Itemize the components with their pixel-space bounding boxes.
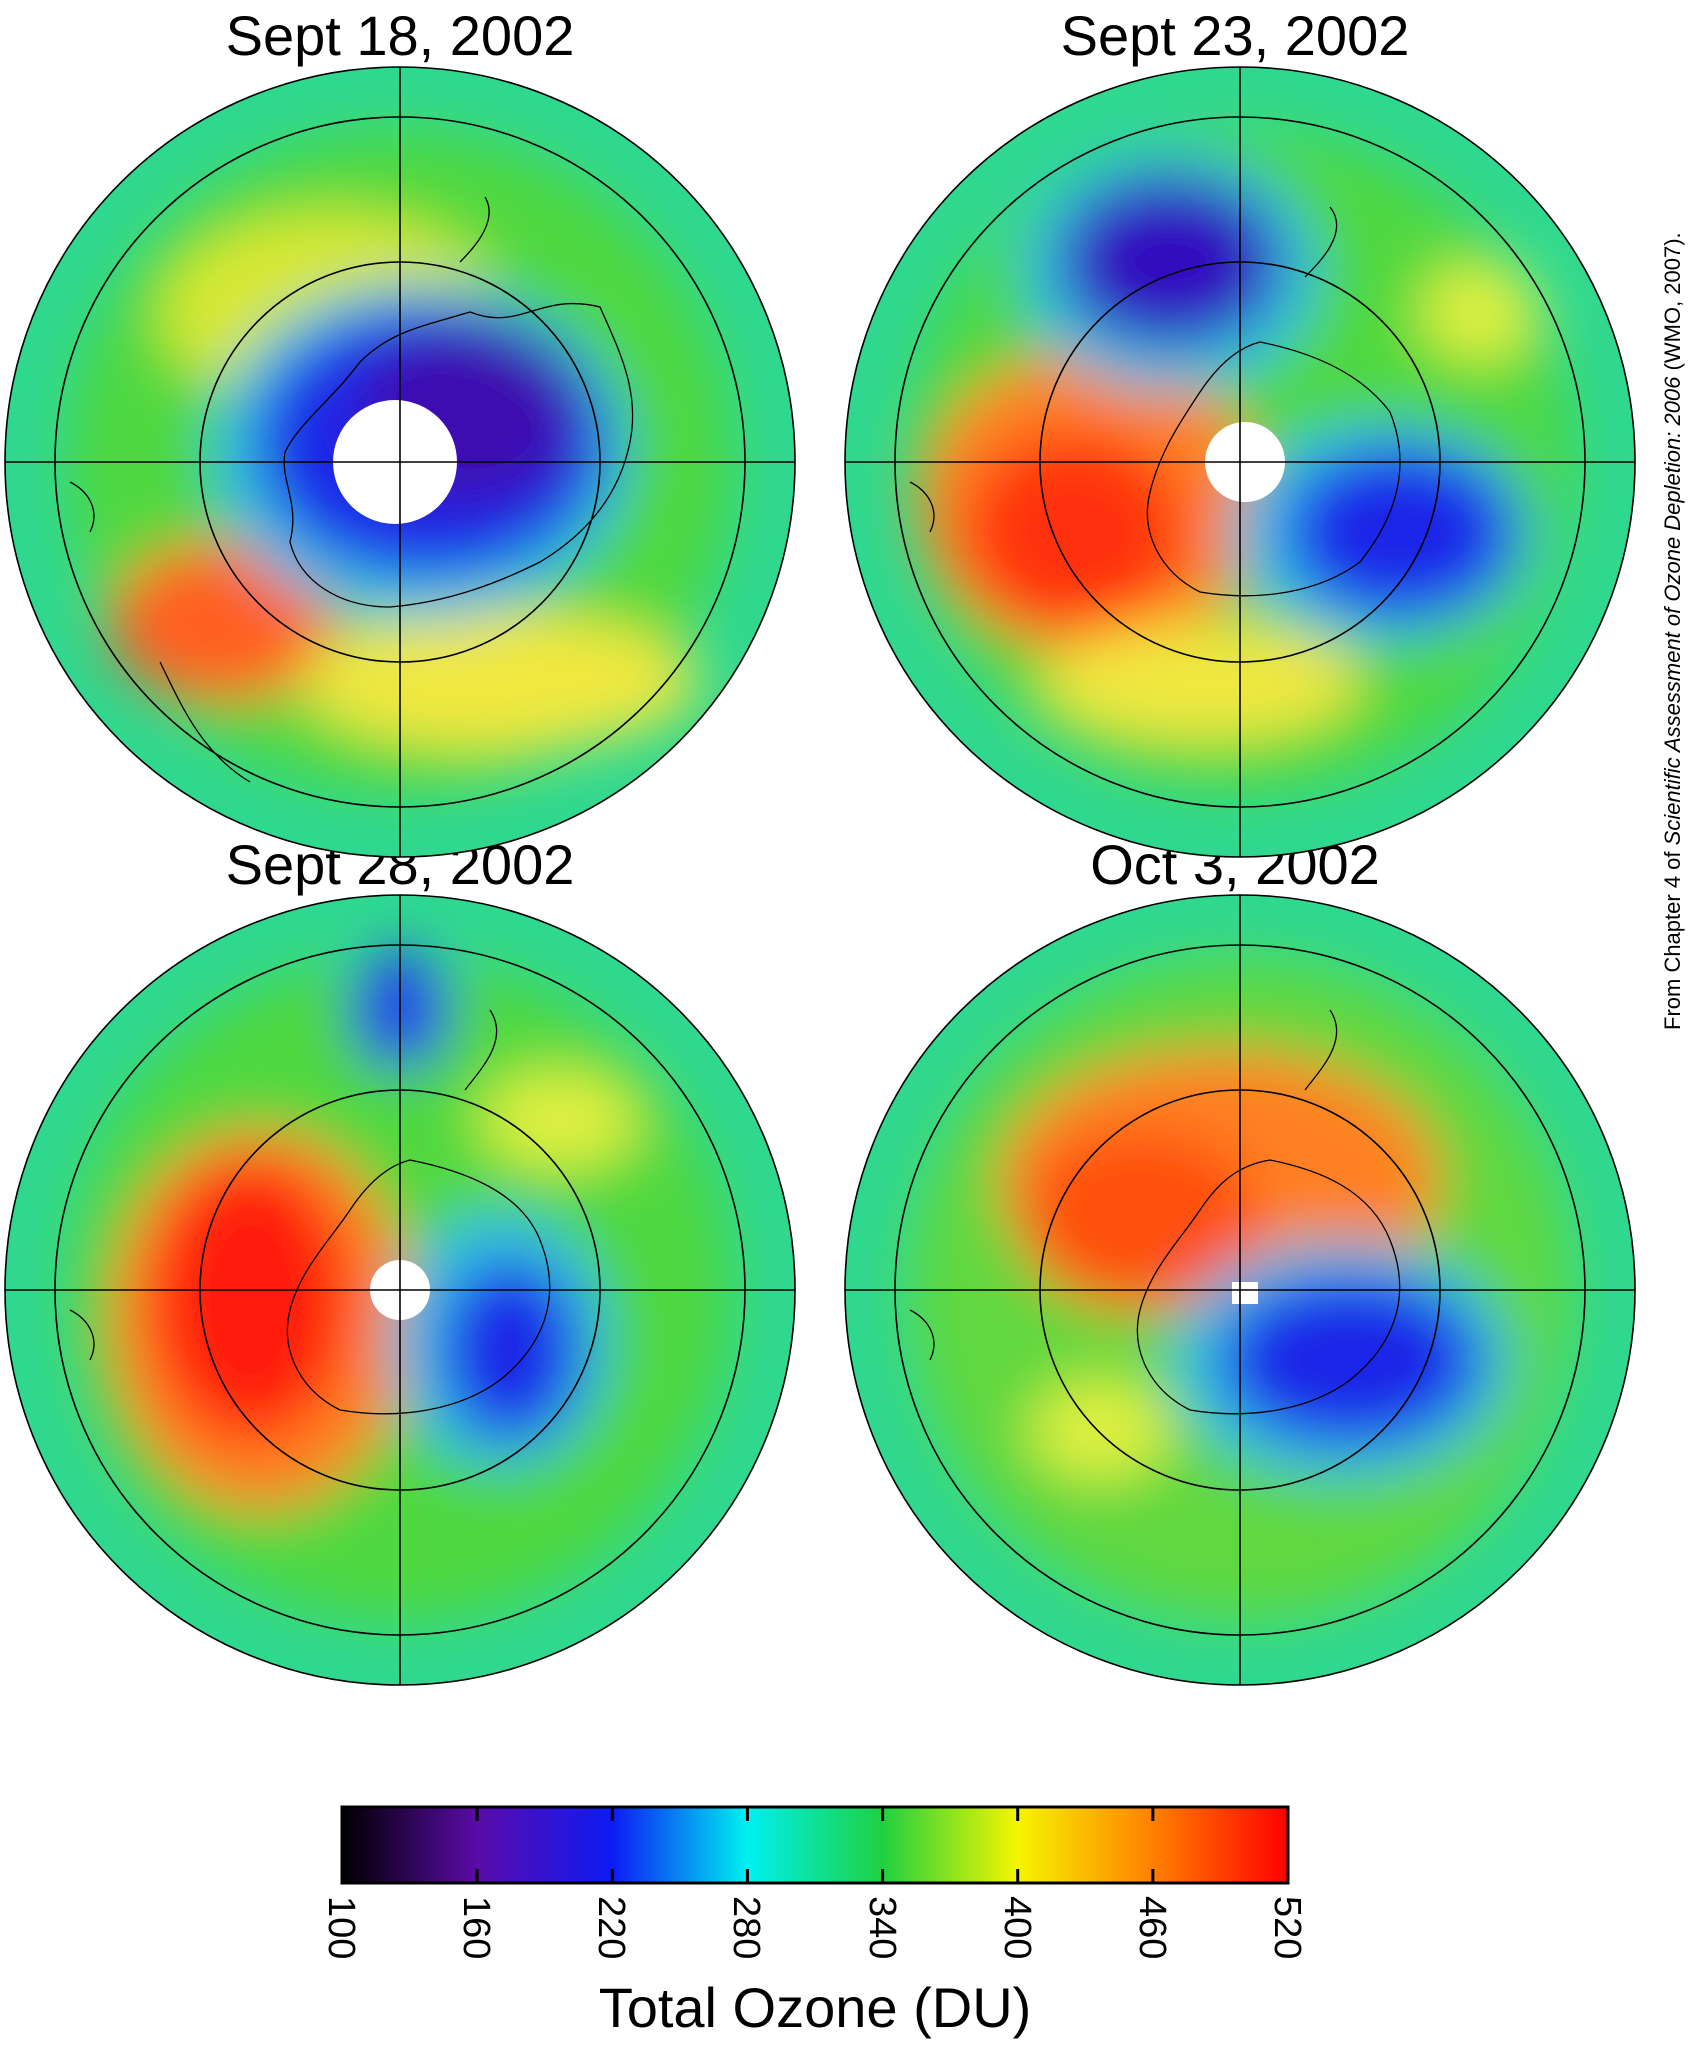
colorbar-tick-label: 400 <box>995 1896 1038 1960</box>
panel-title-sept23: Sept 23, 2002 <box>1060 4 1410 67</box>
colorbar-tick-label: 220 <box>590 1896 633 1960</box>
colorbar-tick-label: 160 <box>455 1896 498 1960</box>
colorbar-tick-label: 280 <box>725 1896 768 1960</box>
credit-text: From Chapter 4 of Scientific Assessment … <box>1660 232 1686 1030</box>
colorbar-tick-label: 520 <box>1266 1896 1308 1960</box>
colorbar-tick-label: 460 <box>1130 1896 1173 1960</box>
colorbar-gradient <box>340 1805 1290 1885</box>
ozone-map-oct3 <box>844 894 1636 1686</box>
credit-italic: Scientific Assessment of Ozone Depletion… <box>1660 376 1685 846</box>
colorbar-tick-label: 340 <box>860 1896 903 1960</box>
credit-prefix: From Chapter 4 of <box>1660 845 1685 1030</box>
panel-title-sept18: Sept 18, 2002 <box>225 4 575 67</box>
ozone-map-sept23 <box>844 66 1636 858</box>
ozone-map-sept28 <box>4 894 796 1686</box>
credit-suffix: (WMO, 2007). <box>1660 232 1685 377</box>
colorbar: 100 160 220 280 340 400 460 520 <box>320 1805 1308 2010</box>
colorbar-title: Total Ozone (DU) <box>598 1976 1032 2039</box>
ozone-map-sept18 <box>4 66 796 858</box>
colorbar-tick-label: 100 <box>320 1896 362 1960</box>
